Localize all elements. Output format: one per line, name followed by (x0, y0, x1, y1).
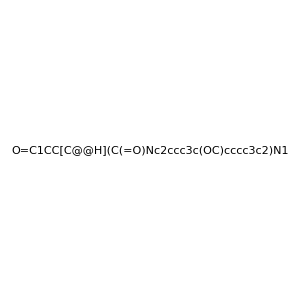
Text: O=C1CC[C@@H](C(=O)Nc2ccc3c(OC)cccc3c2)N1: O=C1CC[C@@H](C(=O)Nc2ccc3c(OC)cccc3c2)N1 (11, 145, 289, 155)
